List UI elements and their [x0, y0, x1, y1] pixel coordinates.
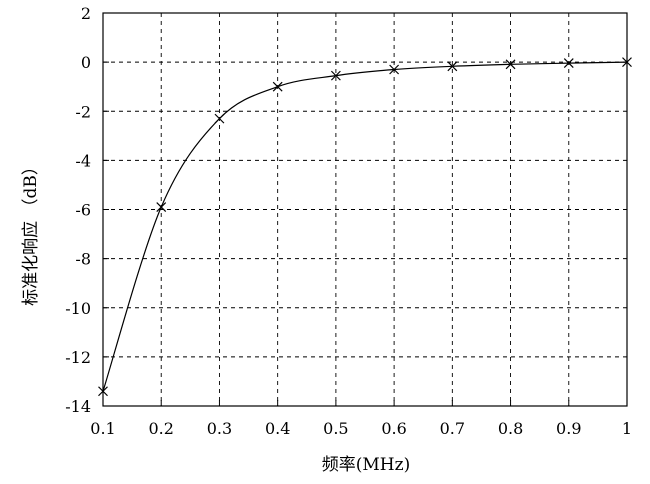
data-point-marker — [563, 58, 574, 69]
x-tick-label: 0.3 — [207, 419, 232, 438]
y-tick-label: -12 — [65, 348, 91, 367]
x-tick-label: 0.2 — [148, 419, 173, 438]
x-tick-label: 0.7 — [440, 419, 465, 438]
y-tick-label: -8 — [75, 250, 91, 269]
data-point-marker — [330, 70, 341, 81]
x-tick-label: 0.5 — [323, 419, 348, 438]
series-curve-group — [102, 61, 628, 392]
x-tick-label: 0.8 — [498, 419, 523, 438]
x-tick-label: 0.6 — [381, 419, 406, 438]
grid-lines — [103, 13, 627, 406]
marker-stroke — [447, 61, 458, 72]
y-tick-label: 2 — [81, 4, 91, 23]
y-tick-label: -6 — [75, 201, 91, 220]
y-tick-label: 0 — [81, 53, 91, 72]
y-axis-ticks: 2 0 -2 -4 -6 -8 -10 -12 -14 — [65, 4, 109, 416]
y-axis-label: 标准化响应 （dB） — [21, 158, 41, 306]
data-point-marker — [389, 64, 400, 75]
x-axis-label: 频率(MHz) — [322, 455, 410, 475]
marker-stroke — [214, 113, 225, 124]
marker-stroke — [272, 81, 283, 92]
marker-stroke — [563, 58, 574, 69]
y-tick-label: -14 — [65, 397, 91, 416]
x-tick-label: 0.4 — [265, 419, 290, 438]
data-point-marker — [214, 113, 225, 124]
x-tick-label: 1 — [622, 419, 632, 438]
data-point-marker — [156, 202, 167, 212]
x-tick-label: 0.9 — [556, 419, 581, 438]
y-tick-label: -2 — [75, 102, 91, 121]
marker-stroke — [505, 59, 516, 70]
marker-stroke — [389, 64, 400, 75]
marker-stroke — [156, 202, 167, 212]
marker-stroke — [330, 70, 341, 81]
y-tick-label: -10 — [65, 299, 91, 318]
series-line — [102, 61, 628, 392]
data-point-marker — [505, 59, 516, 70]
data-point-marker — [272, 81, 283, 92]
x-tick-label: 0.1 — [90, 419, 115, 438]
x-axis-ticks: 0.1 0.2 0.3 0.4 0.5 0.6 0.7 0.8 0.9 1 — [90, 400, 632, 438]
data-point-markers — [98, 57, 632, 397]
data-point-marker — [447, 61, 458, 72]
y-tick-label: -4 — [75, 151, 91, 170]
